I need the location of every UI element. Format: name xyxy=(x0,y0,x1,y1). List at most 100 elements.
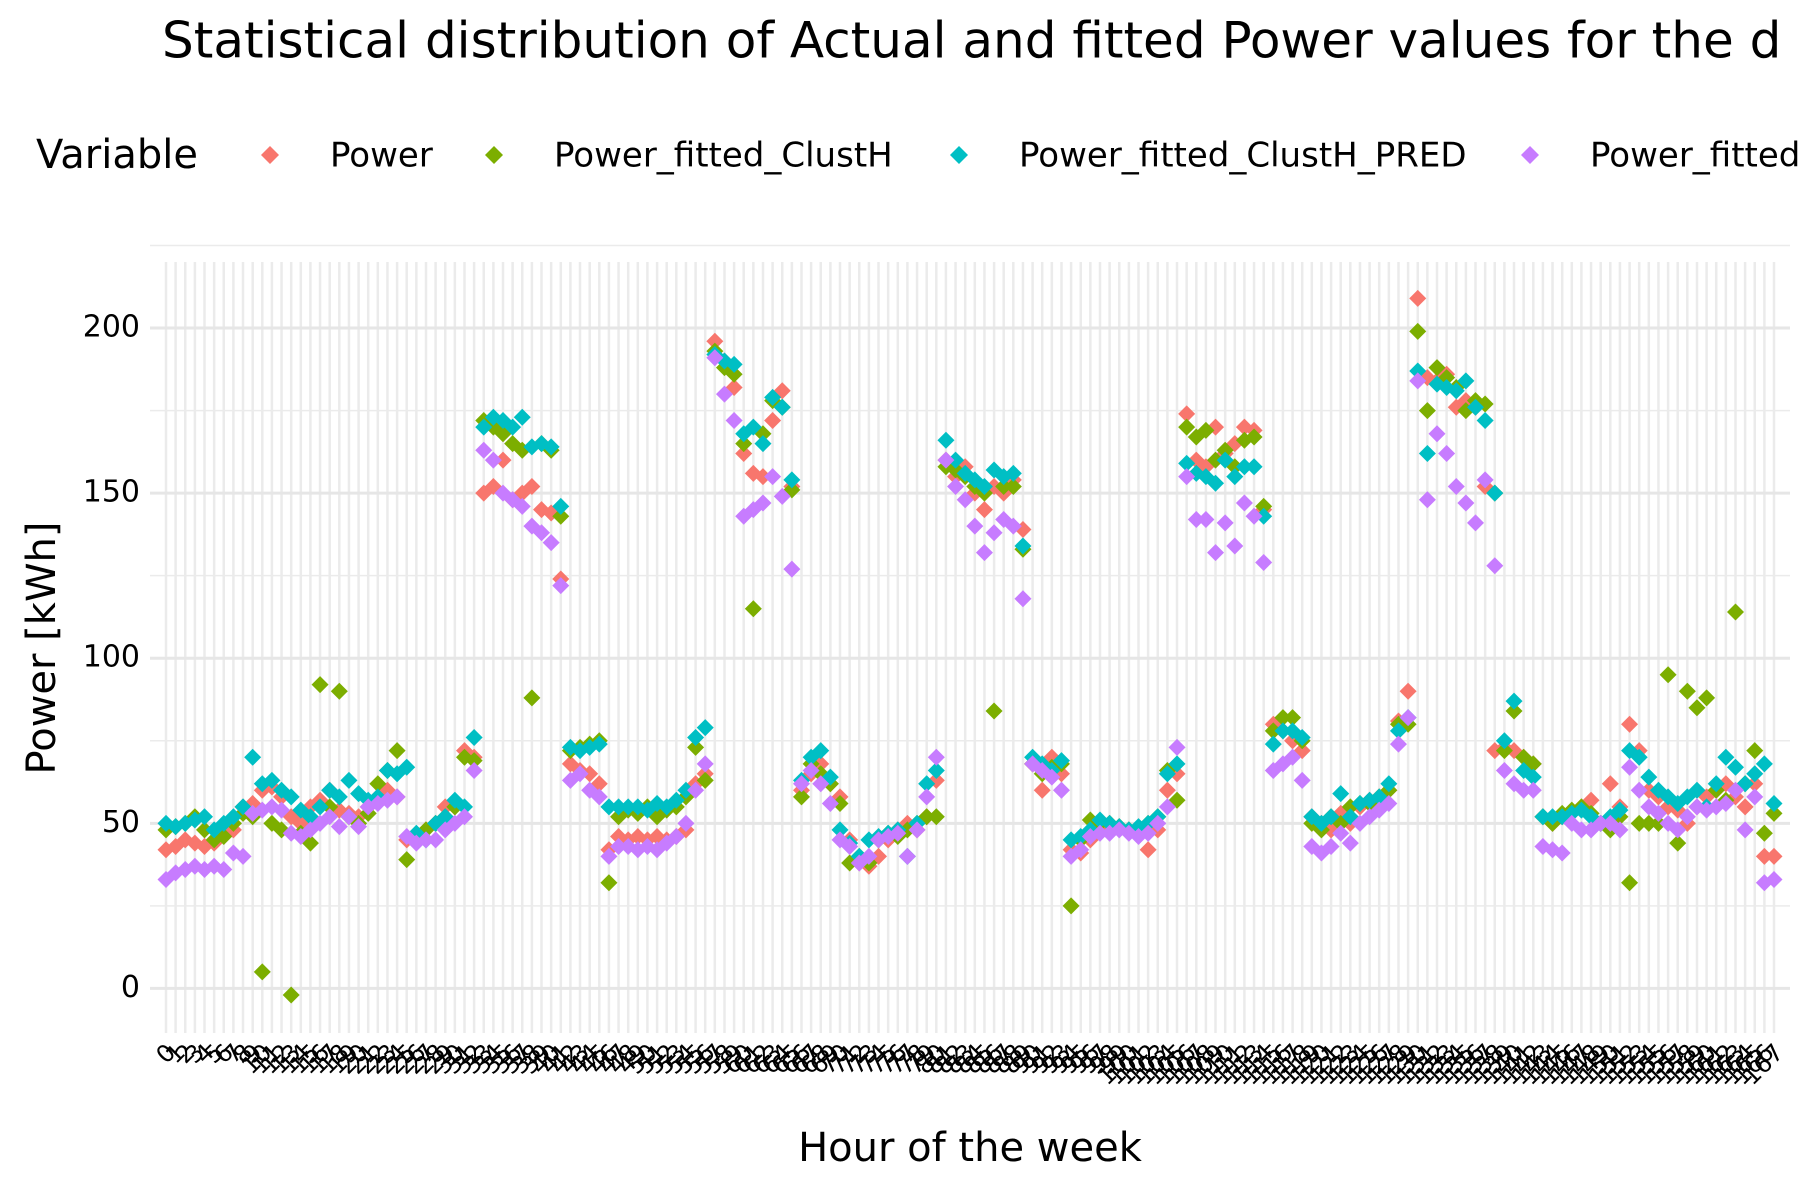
legend-label: Power_fitted_ClustH xyxy=(554,136,893,176)
point xyxy=(1428,425,1446,443)
point xyxy=(744,600,762,618)
point xyxy=(1207,544,1225,562)
point xyxy=(1409,322,1427,340)
point xyxy=(1717,795,1735,813)
y-tick-label: 0 xyxy=(121,970,140,1005)
point xyxy=(1274,709,1292,727)
point xyxy=(1197,511,1215,529)
point xyxy=(1226,537,1244,555)
point xyxy=(1476,411,1494,429)
point xyxy=(1158,798,1176,816)
point xyxy=(677,814,695,832)
point xyxy=(783,560,801,578)
chart-title: Statistical distribution of Actual and f… xyxy=(162,12,1781,70)
point xyxy=(1755,755,1773,773)
point xyxy=(1630,781,1648,799)
point xyxy=(1736,821,1754,839)
point xyxy=(1524,768,1542,786)
point xyxy=(744,418,762,436)
y-tick-label: 100 xyxy=(83,640,140,675)
point xyxy=(889,824,907,842)
point xyxy=(1409,372,1427,390)
point xyxy=(215,861,233,879)
point xyxy=(947,478,965,496)
point xyxy=(1245,458,1263,476)
point xyxy=(1409,362,1427,380)
point xyxy=(1072,841,1090,859)
legend-key xyxy=(485,146,503,164)
point xyxy=(590,735,608,753)
point xyxy=(1178,418,1196,436)
point xyxy=(1322,837,1340,855)
legend-key xyxy=(950,146,968,164)
point xyxy=(321,808,339,826)
point xyxy=(1765,847,1783,865)
point xyxy=(947,451,965,469)
point xyxy=(1409,289,1427,307)
point xyxy=(398,851,416,869)
point xyxy=(321,798,339,816)
point xyxy=(1678,808,1696,826)
point xyxy=(792,775,810,793)
point xyxy=(1524,781,1542,799)
point xyxy=(1255,497,1273,515)
point xyxy=(494,451,512,469)
point xyxy=(1004,517,1022,535)
point xyxy=(696,719,714,737)
point xyxy=(330,682,348,700)
point xyxy=(956,491,974,509)
point xyxy=(1726,603,1744,621)
point xyxy=(1062,897,1080,915)
legend-label: Power xyxy=(330,136,433,176)
point xyxy=(1726,781,1744,799)
point xyxy=(735,445,753,463)
point xyxy=(841,837,859,855)
point xyxy=(1765,795,1783,813)
point xyxy=(696,771,714,789)
point xyxy=(1447,478,1465,496)
point xyxy=(552,577,570,595)
point xyxy=(725,365,743,383)
point xyxy=(1235,458,1253,476)
point xyxy=(754,468,772,486)
point xyxy=(552,497,570,515)
point xyxy=(1322,808,1340,826)
point xyxy=(196,808,214,826)
point xyxy=(1601,775,1619,793)
point xyxy=(1235,494,1253,512)
point xyxy=(1746,775,1764,793)
point xyxy=(1621,874,1639,892)
point xyxy=(1717,748,1735,766)
point xyxy=(465,728,483,746)
point xyxy=(706,349,724,367)
point xyxy=(1418,445,1436,463)
point xyxy=(1052,752,1070,770)
y-axis-label: Power [kWh] xyxy=(19,522,65,775)
point xyxy=(427,831,445,849)
point xyxy=(513,408,531,426)
point xyxy=(908,821,926,839)
point xyxy=(725,355,743,373)
point xyxy=(1544,808,1562,826)
point xyxy=(417,831,435,849)
point xyxy=(812,742,830,760)
point xyxy=(1004,464,1022,482)
point xyxy=(937,431,955,449)
point xyxy=(1736,798,1754,816)
point xyxy=(1698,689,1716,707)
point xyxy=(1158,781,1176,799)
point xyxy=(764,411,782,429)
point xyxy=(754,435,772,453)
point xyxy=(821,795,839,813)
point xyxy=(1293,728,1311,746)
point xyxy=(667,791,685,809)
point xyxy=(590,788,608,806)
y-tick-label: 200 xyxy=(83,310,140,345)
point xyxy=(1178,468,1196,486)
point xyxy=(1669,834,1687,852)
point xyxy=(975,478,993,496)
point xyxy=(1091,824,1109,842)
point xyxy=(253,963,271,981)
point xyxy=(311,676,329,694)
